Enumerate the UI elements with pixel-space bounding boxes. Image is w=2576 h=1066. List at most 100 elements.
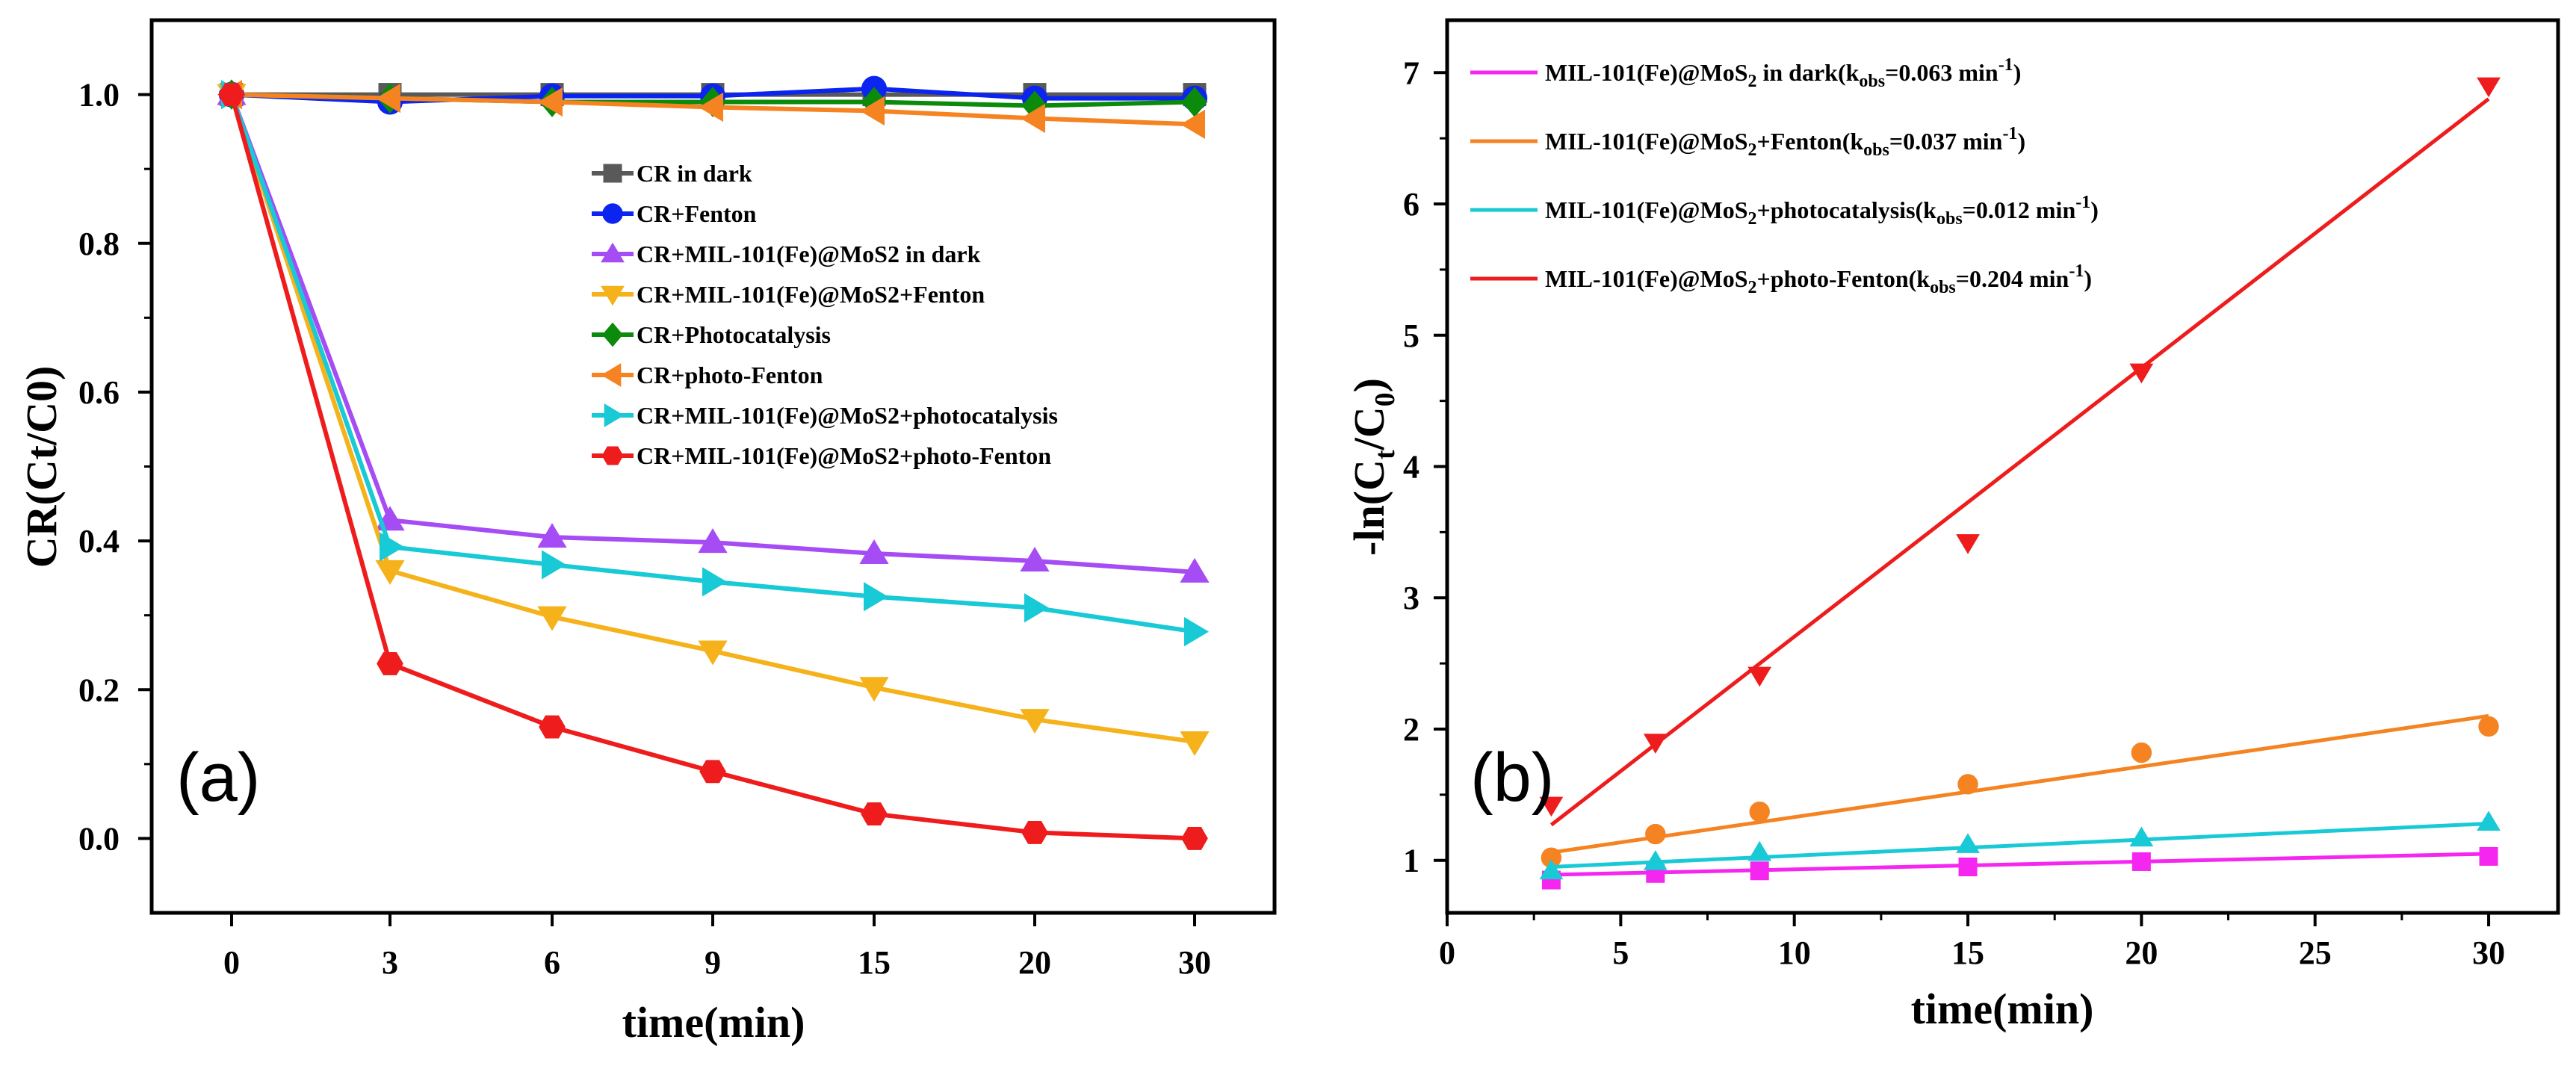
b-point-mil-101-fe-mos2-photocatalysis-20	[2129, 826, 2154, 847]
a-point-cr-mil-101-fe-mos2-fenton-3	[375, 560, 405, 585]
a-point-cr-mil-101-fe-mos2-photo-fenton-6	[539, 715, 566, 739]
a-legend-label: CR+Fenton	[637, 200, 757, 227]
a-point-cr-photo-fenton-6	[538, 87, 563, 117]
b-legend-sub-obs: obs	[1863, 140, 1889, 160]
a-point-cr-mil-101-fe-mos2-in-dark-30	[1180, 557, 1210, 583]
b-legend-name-tail: in dark(k	[1756, 59, 1859, 86]
b-point-mil-101-fe-mos2-in-dark-30	[2479, 846, 2498, 866]
panel-b-ticks: 0 5 10 15 20 25 30 1 2 3 4 5 6 7	[1403, 55, 2505, 971]
b-series-mil-101-fe-mos2-photocatalysis	[1539, 811, 2501, 880]
b-legend-close: )	[2090, 196, 2099, 223]
b-point-mil-101-fe-mos2-photo-fenton-3	[1539, 796, 1564, 817]
a-point-cr-mil-101-fe-mos2-photocatalysis-30	[1184, 616, 1209, 647]
panel-b-ylabel-sub-0: 0	[1369, 392, 1401, 406]
a-point-cr-mil-101-fe-mos2-in-dark-15	[859, 539, 889, 565]
b-legend-sub-obs: obs	[1859, 72, 1885, 91]
a-xtick-label-6: 6	[544, 944, 560, 981]
b-legend-close: )	[2017, 128, 2025, 155]
b-xtick-label-10: 10	[1778, 935, 1811, 971]
a-xtick-label-9: 9	[705, 944, 721, 981]
b-legend-sub-2: 2	[1747, 278, 1756, 297]
a-point-cr-mil-101-fe-mos2-photo-fenton-20	[1021, 821, 1048, 844]
a-legend-marker	[601, 446, 624, 465]
b-legend-entry-mil-101-fe-mos2-fenton: MIL-101(Fe)@MoS2+Fenton(kobs=0.037 min-1…	[1470, 124, 2025, 160]
a-point-cr-mil-101-fe-mos2-photocatalysis-20	[1024, 593, 1049, 623]
b-point-mil-101-fe-mos2-in-dark-20	[2131, 852, 2151, 871]
a-point-cr-mil-101-fe-mos2-fenton-30	[1180, 731, 1210, 756]
a-legend-entry-cr-photo-fenton: CR+photo-Fenton	[592, 362, 823, 388]
b-xtick-label-30: 30	[2472, 935, 2505, 971]
b-point-mil-101-fe-mos2-fenton-6	[1645, 823, 1666, 845]
b-ytick-label-7: 7	[1403, 55, 1419, 91]
b-point-mil-101-fe-mos2-photo-fenton-6	[1643, 734, 1668, 754]
b-legend-close: )	[2084, 265, 2092, 292]
panel-b-ylabel-sub-t: t	[1369, 450, 1401, 459]
b-legend-sub-2: 2	[1747, 140, 1756, 160]
panel-a-chart: 0 3 6 9 15 20 300.00.20.40.60.81.0 CR in darkC…	[17, 18, 1277, 1047]
a-point-cr-mil-101-fe-mos2-photo-fenton-9	[699, 760, 726, 784]
b-xtick-label-15: 15	[1951, 935, 1984, 971]
b-legend-close: )	[2013, 59, 2022, 86]
b-legend-k-value: =0.012 min	[1963, 196, 2076, 223]
b-legend-sub-obs: obs	[1936, 209, 1963, 229]
b-ytick-label-4: 4	[1403, 449, 1419, 486]
b-series-mil-101-fe-mos2-in-dark	[1541, 846, 2498, 890]
a-xtick-label-3: 3	[382, 944, 398, 981]
b-point-mil-101-fe-mos2-photo-fenton-15	[1956, 534, 1980, 554]
a-legend-marker	[601, 242, 625, 263]
a-legend-entry-cr-mil-101-fe-mos2-photo-fenton: CR+MIL-101(Fe)@MoS2+photo-Fenton	[592, 442, 1051, 469]
b-legend-name-head: MIL-101(Fe)@MoS	[1545, 128, 1747, 155]
a-legend-label: CR+MIL-101(Fe)@MoS2+Fenton	[637, 281, 985, 308]
a-ytick-label-0.6: 0.6	[78, 374, 120, 411]
b-legend-sub-2: 2	[1747, 72, 1756, 91]
b-legend-entry-mil-101-fe-mos2-in-dark: MIL-101(Fe)@MoS2 in dark(kobs=0.063 min-…	[1470, 55, 2021, 91]
a-legend-marker	[601, 285, 625, 306]
a-legend-label: CR+MIL-101(Fe)@MoS2+photocatalysis	[637, 402, 1058, 429]
b-legend-sup-neg1: -1	[2002, 124, 2017, 143]
b-legend-sub-2: 2	[1747, 209, 1756, 229]
a-ytick-label-0.0: 0.0	[78, 820, 120, 857]
a-legend-entry-cr-mil-101-fe-mos2-photocatalysis: CR+MIL-101(Fe)@MoS2+photocatalysis	[592, 402, 1058, 429]
b-legend-label: MIL-101(Fe)@MoS2+Fenton(kobs=0.037 min-1…	[1545, 124, 2025, 160]
b-legend-name-tail: +Fenton(k	[1756, 128, 1863, 155]
a-point-cr-mil-101-fe-mos2-photo-fenton-3	[377, 651, 403, 675]
b-legend-k-value: =0.204 min	[1956, 265, 2069, 292]
b-point-mil-101-fe-mos2-photocatalysis-6	[1643, 850, 1668, 870]
panel-a-ticks: 0 3 6 9 15 20 30 0.0 0.2 0.4 0.6 0.8 1.0	[78, 77, 1211, 981]
b-point-mil-101-fe-mos2-fenton-9	[1749, 801, 1770, 822]
a-legend-entry-cr-mil-101-fe-mos2-in-dark: CR+MIL-101(Fe)@MoS2 in dark	[592, 241, 981, 267]
b-ytick-label-1: 1	[1403, 843, 1419, 879]
a-ytick-label-0.2: 0.2	[78, 672, 120, 708]
panel-a-series	[217, 75, 1210, 850]
panel-b-ylabel-end: )	[1345, 378, 1393, 392]
a-legend-label: CR in dark	[637, 160, 752, 187]
b-xtick-label-25: 25	[2299, 935, 2332, 971]
b-xtick-label-5: 5	[1612, 935, 1629, 971]
a-point-cr-photo-fenton-9	[699, 92, 723, 123]
a-legend-marker	[601, 363, 622, 387]
b-legend-label: MIL-101(Fe)@MoS2+photo-Fenton(kobs=0.204…	[1545, 261, 2092, 297]
b-ytick-label-3: 3	[1403, 580, 1419, 616]
a-point-cr-mil-101-fe-mos2-photocatalysis-9	[702, 567, 727, 597]
a-series-cr-mil-101-fe-mos2-photo-fenton	[218, 83, 1208, 850]
b-legend-sup-neg1: -1	[2069, 261, 2084, 281]
panel-b-legend: MIL-101(Fe)@MoS2 in dark(kobs=0.063 min-…	[1470, 55, 2099, 297]
a-point-cr-mil-101-fe-mos2-fenton-9	[698, 640, 728, 666]
a-legend-label: CR+photo-Fenton	[637, 362, 823, 388]
panel-b-ylabel-mid: /C	[1345, 406, 1393, 450]
b-xtick-label-20: 20	[2125, 935, 2158, 971]
a-point-cr-mil-101-fe-mos2-photo-fenton-15	[861, 802, 888, 825]
b-legend-name-head: MIL-101(Fe)@MoS	[1545, 196, 1747, 223]
a-point-cr-photo-fenton-3	[376, 83, 400, 114]
b-legend-k-value: =0.037 min	[1889, 128, 2003, 155]
a-point-cr-mil-101-fe-mos2-fenton-6	[537, 606, 567, 631]
b-legend-label: MIL-101(Fe)@MoS2 in dark(kobs=0.063 min-…	[1545, 55, 2021, 91]
a-point-cr-mil-101-fe-mos2-fenton-20	[1020, 709, 1050, 734]
panel-b-ylabel: -ln(Ct/C0)	[1345, 378, 1401, 556]
a-legend-label: CR+MIL-101(Fe)@MoS2+photo-Fenton	[637, 442, 1051, 469]
panel-a-label: (a)	[176, 740, 260, 816]
a-ytick-label-1.0: 1.0	[78, 77, 120, 114]
a-point-cr-photo-fenton-15	[860, 96, 885, 126]
b-point-mil-101-fe-mos2-fenton-30	[2478, 716, 2499, 737]
b-legend-sup-neg1: -1	[2075, 193, 2090, 212]
